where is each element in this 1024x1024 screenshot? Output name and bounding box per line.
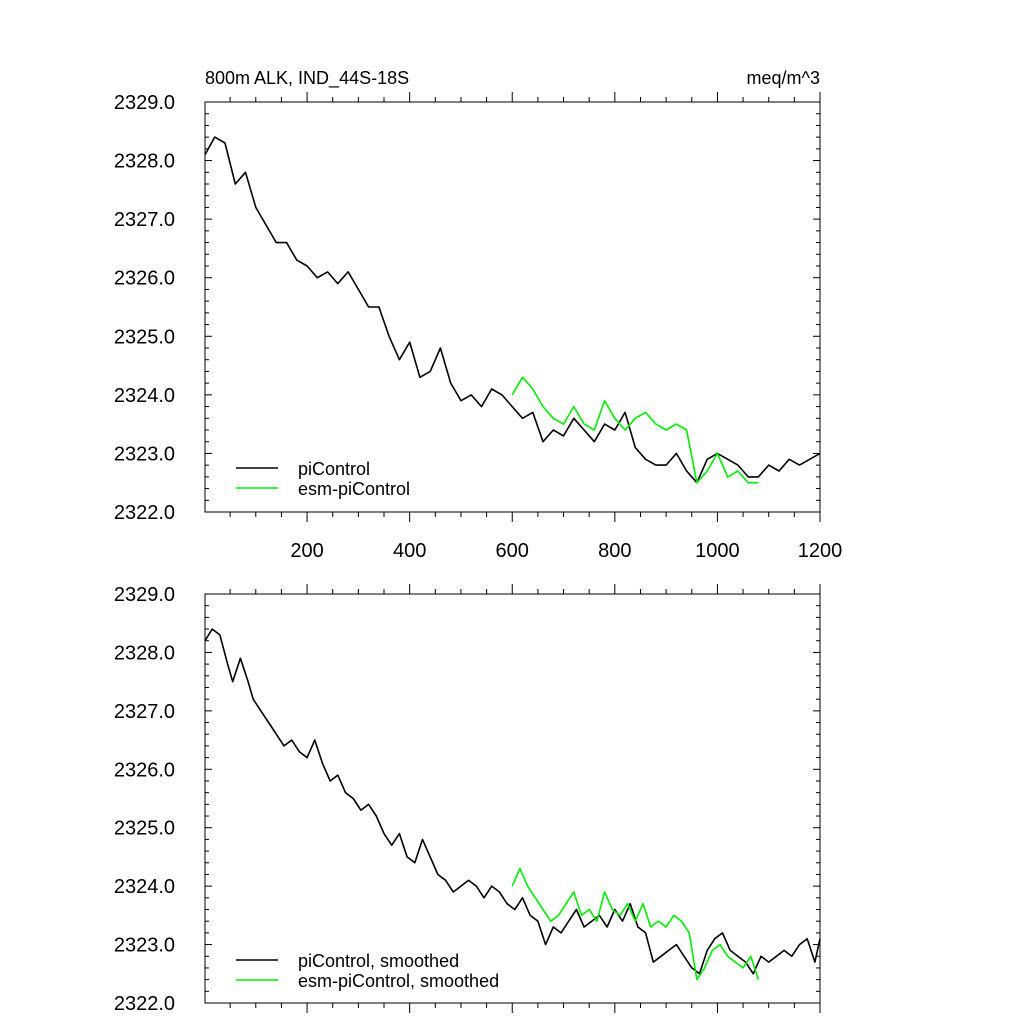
x-tick-label: 1200 [798, 540, 843, 562]
y-tick-label: 2322.0 [114, 502, 175, 524]
y-tick-label: 2322.0 [114, 993, 175, 1015]
bottom-panel: 2322.0 2323.0 2324.0 2325.0 2326.0 2327.0 2328… [114, 584, 821, 1015]
legend-label: piControl, smoothed [298, 951, 459, 971]
y-tick-label: 2327.0 [114, 701, 175, 723]
top-panel: 800m ALK, IND_44S-18S meq/m^3 2322.0 2323… [114, 68, 842, 562]
series-line-picontrol [204, 136, 821, 484]
y-tick-label: 2325.0 [114, 326, 175, 348]
series-line-picontrol [204, 628, 821, 975]
x-tick-label: 400 [393, 540, 426, 562]
plot-frame [204, 101, 821, 513]
y-tick-label: 2326.0 [114, 268, 175, 290]
units-label: meq/m^3 [747, 68, 820, 88]
plot-frame [204, 593, 821, 1004]
y-tick-label: 2329.0 [114, 584, 175, 606]
x-tick-label: 800 [598, 540, 631, 562]
x-tick-label: 200 [290, 540, 323, 562]
legend-label: piControl [298, 459, 370, 479]
legend-label: esm-piControl [298, 479, 410, 499]
y-tick-label: 2328.0 [114, 642, 175, 664]
y-tick-label: 2327.0 [114, 209, 175, 231]
panel-title: 800m ALK, IND_44S-18S [205, 68, 409, 89]
y-tick-label: 2323.0 [114, 443, 175, 465]
legend-label: esm-piControl, smoothed [298, 971, 499, 991]
y-tick-label: 2328.0 [114, 151, 175, 173]
y-tick-label: 2324.0 [114, 385, 175, 407]
y-tick-label: 2326.0 [114, 759, 175, 781]
y-tick-label: 2329.0 [114, 92, 175, 114]
y-tick-label: 2323.0 [114, 935, 175, 957]
x-tick-label: 600 [496, 540, 529, 562]
y-tick-label: 2324.0 [114, 876, 175, 898]
y-tick-label: 2325.0 [114, 818, 175, 840]
x-tick-label: 1000 [695, 540, 740, 562]
series-line-esm-picontrol [511, 376, 759, 484]
series-line-esm-picontrol [511, 867, 760, 981]
